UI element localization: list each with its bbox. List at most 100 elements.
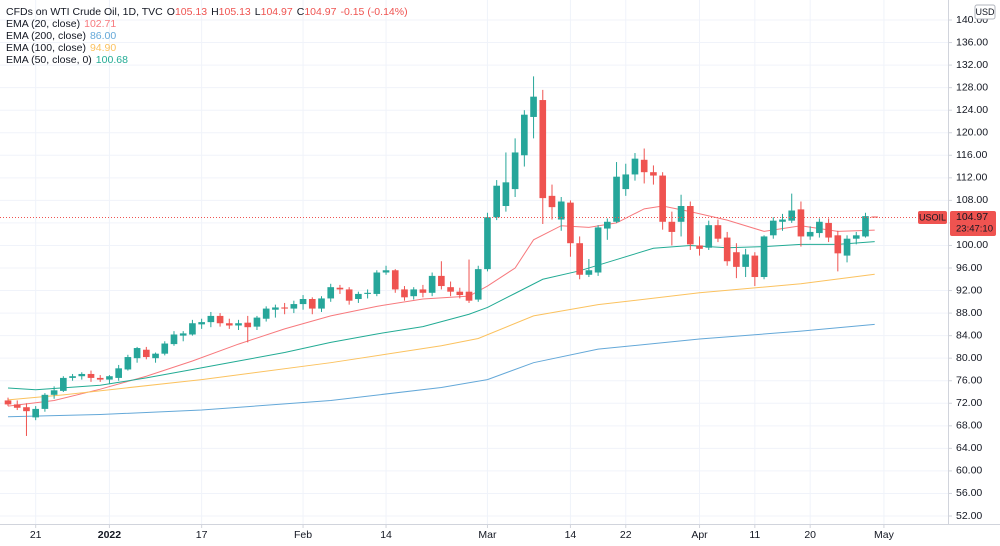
- candle-body: [290, 304, 298, 309]
- candle-body: [539, 100, 547, 199]
- candle-body: [262, 308, 270, 319]
- legend-value: 100.68: [96, 54, 128, 66]
- currency-box: [974, 4, 996, 20]
- candle-body: [244, 322, 252, 328]
- candle-body: [760, 236, 768, 278]
- candle-body: [576, 243, 583, 275]
- candle-body: [530, 96, 537, 117]
- y-tick-label: 68.00: [956, 420, 982, 432]
- candle-body: [281, 307, 288, 309]
- ema-line: [7, 241, 875, 391]
- candle-body: [428, 275, 436, 293]
- x-tick-label: 20: [804, 529, 816, 541]
- symbol-title: CFDs on WTI Crude Oil, 1D, TVC: [6, 6, 163, 18]
- candle-body: [686, 206, 694, 245]
- y-tick-label: 112.00: [956, 172, 987, 184]
- price-badge: [950, 210, 996, 236]
- candle-body: [521, 114, 528, 156]
- candle-body: [751, 255, 759, 278]
- legend-name: EMA (200, close): [6, 30, 86, 42]
- x-tick-label: Apr: [691, 529, 708, 541]
- candle-body: [852, 235, 860, 239]
- candle-body: [391, 270, 399, 290]
- candle-body: [788, 210, 796, 221]
- candle-body: [87, 373, 95, 378]
- candle-body: [862, 216, 869, 237]
- x-tick-label: May: [874, 529, 895, 541]
- x-tick-label: 21: [30, 529, 42, 541]
- x-tick-label: 2022: [98, 529, 122, 541]
- ema-line: [7, 205, 875, 407]
- candle-body: [41, 394, 49, 409]
- candle-body: [631, 158, 639, 175]
- candle-body: [769, 220, 777, 236]
- candle-body: [493, 185, 501, 218]
- y-tick-label: 52.00: [956, 510, 982, 522]
- legend-value: 94.90: [90, 42, 116, 54]
- candle-body: [327, 287, 335, 299]
- candle-body: [779, 219, 786, 222]
- y-tick-label: 108.00: [956, 194, 988, 206]
- candle-body: [594, 227, 602, 273]
- candle-body: [345, 289, 353, 301]
- candle-body: [152, 353, 159, 359]
- candle-body: [465, 291, 473, 301]
- ema-lines: [7, 205, 875, 418]
- candle-body: [668, 221, 676, 232]
- candle-body: [548, 195, 556, 208]
- candle-body: [96, 377, 104, 380]
- quote-item: 105.13: [219, 6, 251, 18]
- y-tick-label: 64.00: [956, 442, 982, 454]
- candle-body: [115, 368, 122, 378]
- quote-item: C: [297, 6, 305, 18]
- legend-entry: EMA (20, close) 102.71: [6, 18, 116, 30]
- legend-name: EMA (20, close): [6, 18, 80, 30]
- candle-body: [705, 225, 713, 248]
- legend-name: EMA (100, close): [6, 42, 86, 54]
- legend-value: 102.71: [84, 18, 116, 30]
- candle-body: [60, 377, 67, 391]
- ema-line: [7, 273, 875, 401]
- candle-body: [364, 292, 371, 294]
- candle-body: [474, 269, 482, 300]
- candle-body: [806, 231, 814, 237]
- candle-body: [816, 221, 823, 234]
- candle-body: [419, 289, 427, 293]
- candle-body: [502, 182, 510, 207]
- candle-body: [106, 376, 113, 380]
- x-tick-label: 11: [749, 529, 760, 541]
- candle-body: [143, 349, 150, 358]
- symbol-label: USOIL: [919, 212, 946, 222]
- y-tick-label: 100.00: [956, 239, 988, 251]
- legend-value: 86.00: [90, 30, 116, 42]
- candle-body: [557, 201, 565, 220]
- candle-body: [714, 225, 722, 239]
- candle-body: [272, 307, 279, 310]
- y-tick-label: 136.00: [956, 36, 988, 48]
- x-tick-label: Mar: [478, 529, 497, 541]
- candle-body: [32, 408, 40, 418]
- candle-body: [78, 373, 86, 377]
- candle-body: [696, 245, 703, 249]
- candle-body: [253, 317, 261, 327]
- candle-body: [170, 334, 178, 345]
- candle-body: [69, 376, 76, 378]
- quote-item: H: [211, 6, 219, 18]
- candle-body: [438, 275, 445, 287]
- candle-body: [124, 357, 132, 370]
- candle-body: [133, 348, 141, 359]
- y-tick-label: 76.00: [956, 375, 982, 387]
- candle-body: [189, 323, 196, 335]
- currency: USD: [975, 7, 995, 17]
- candle-body: [216, 315, 224, 324]
- x-tick-label: 17: [196, 529, 208, 541]
- candle-body: [871, 216, 879, 218]
- quote-item: 105.13: [175, 6, 207, 18]
- candle-body: [410, 289, 418, 297]
- candle-body: [447, 287, 454, 292]
- candle-body: [373, 272, 381, 294]
- y-tick-label: 72.00: [956, 397, 982, 409]
- quote-item: 104.97: [304, 6, 336, 18]
- y-tick-label: 92.00: [956, 284, 982, 296]
